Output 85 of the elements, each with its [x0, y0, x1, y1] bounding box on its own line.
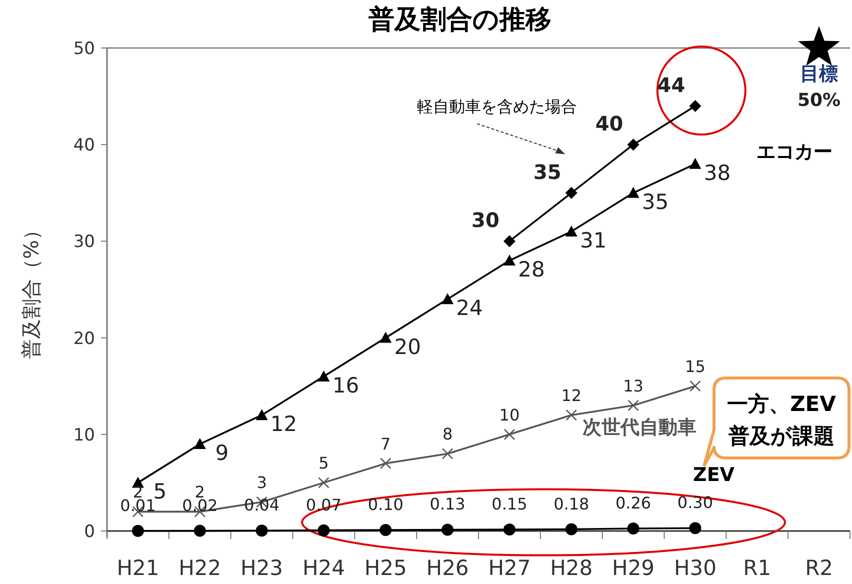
data-label: 35	[533, 160, 562, 184]
y-tick-label: 0	[84, 522, 95, 542]
data-label: 9	[215, 441, 229, 466]
point	[503, 524, 516, 536]
point	[256, 524, 268, 537]
x-tick-label: H25	[364, 556, 407, 580]
x-tick-label: H28	[550, 556, 593, 580]
point	[798, 26, 840, 66]
data-label: 31	[580, 228, 607, 253]
point	[132, 524, 144, 537]
point	[690, 380, 701, 392]
data-label: 10	[499, 405, 520, 424]
chart-title: 普及割合の推移	[368, 4, 552, 35]
annotation: 一方、ZEV 普及が課題	[727, 392, 837, 448]
data-label: 3	[256, 473, 267, 492]
point	[504, 428, 516, 440]
data-label: 30	[472, 208, 500, 232]
data-label: 0.15	[492, 494, 528, 514]
x-tick-label: R1	[743, 556, 772, 580]
data-label: 0.26	[615, 493, 652, 512]
point	[689, 100, 702, 112]
y-tick-label: 40	[73, 136, 95, 156]
point	[256, 409, 268, 420]
data-label: 7	[380, 434, 391, 454]
data-label: 28	[518, 258, 545, 282]
data-label: 13	[623, 376, 644, 396]
data-label: 24	[456, 296, 483, 320]
point	[380, 524, 392, 536]
data-label: 8	[442, 424, 453, 444]
point	[689, 522, 702, 534]
y-tick-label: 30	[73, 232, 95, 252]
data-label: 0.13	[430, 494, 466, 514]
x-tick-label: H22	[178, 556, 222, 580]
point	[503, 254, 516, 266]
point	[627, 138, 640, 151]
data-label: 15	[685, 357, 706, 376]
y-tick-label: 20	[73, 328, 95, 349]
point	[442, 293, 454, 304]
point	[565, 186, 578, 199]
point	[318, 524, 330, 536]
point	[194, 438, 206, 450]
point	[689, 158, 702, 169]
series-label: 目標	[800, 62, 838, 85]
x-tick-label: H21	[116, 556, 160, 580]
data-label: 0.30	[677, 493, 714, 512]
text: 軽自動車を含めた場合	[417, 96, 578, 116]
point	[565, 523, 578, 536]
x-tick-label: H23	[240, 556, 284, 580]
series-label: 次世代自動車	[582, 416, 696, 438]
point	[442, 448, 454, 460]
data-label: 40	[595, 112, 624, 136]
data-label: 5	[153, 480, 167, 504]
point	[627, 522, 640, 534]
x-tick-label: H26	[426, 556, 469, 580]
point	[380, 458, 392, 470]
data-label: 35	[642, 190, 669, 214]
data-label: 20	[394, 334, 421, 359]
data-label: 0.18	[554, 494, 590, 514]
point	[627, 186, 640, 198]
data-label: 50%	[797, 90, 841, 111]
data-label: 5	[318, 454, 329, 473]
data-label: 16	[332, 373, 360, 398]
point	[566, 409, 578, 421]
x-tick-label: H24	[302, 556, 345, 580]
y-axis-title: 普及割合（%）	[19, 220, 43, 360]
text: エコカー	[756, 141, 832, 164]
point	[565, 226, 578, 237]
x-tick-label: R2	[805, 556, 834, 580]
callout: 一方、ZEV 普及が課題	[702, 376, 850, 468]
point	[380, 332, 392, 343]
y-tick-label: 50	[73, 39, 95, 59]
point	[442, 524, 454, 536]
data-label: 12	[270, 412, 298, 436]
x-tick-label: H29	[612, 556, 655, 580]
data-label: 12	[561, 386, 582, 406]
point	[318, 477, 330, 488]
x-tick-label: H27	[488, 556, 531, 580]
data-label: 0.10	[368, 495, 404, 514]
y-tick-label: 10	[73, 425, 95, 446]
data-label: 38	[704, 160, 731, 185]
x-tick-label: H30	[674, 556, 716, 580]
point	[503, 235, 516, 248]
point	[194, 524, 206, 537]
point	[318, 370, 330, 382]
point	[628, 400, 639, 412]
